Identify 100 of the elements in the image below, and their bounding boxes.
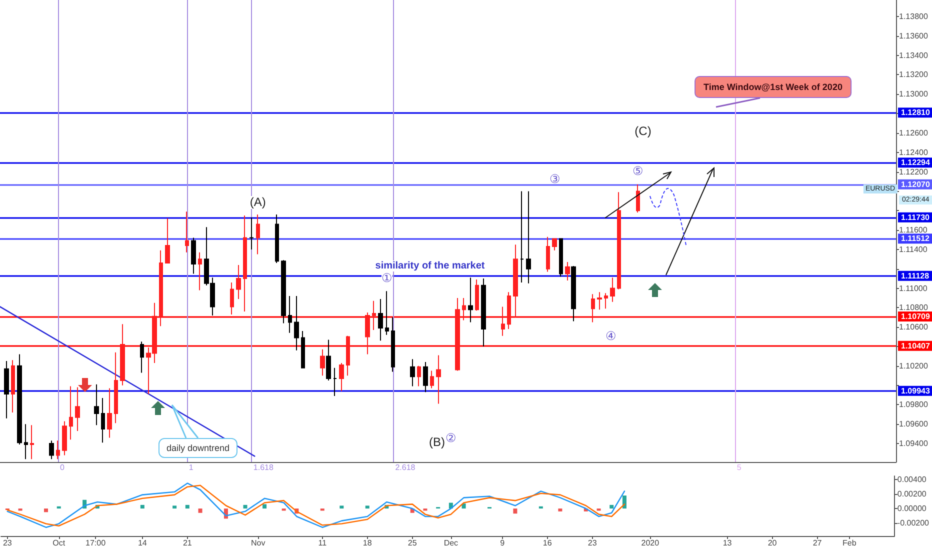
- ref-line-label: 1.11128: [901, 271, 930, 280]
- candlestick: [372, 300, 376, 330]
- x-tick-label: 2020: [641, 538, 660, 548]
- candlestick: [391, 316, 395, 372]
- candlestick: [114, 352, 118, 424]
- y-tick-label: 1.11000: [899, 284, 928, 293]
- x-tick-label: 9: [500, 538, 506, 548]
- candlestick: [430, 370, 434, 389]
- bar: [243, 504, 248, 509]
- annotation: ⑤: [632, 164, 644, 178]
- candlestick: [30, 424, 34, 460]
- bar: [198, 508, 202, 513]
- ref-line-label: 1.12070: [901, 180, 930, 189]
- candlestick: [62, 420, 67, 456]
- candlestick: [552, 238, 557, 251]
- ref-line-label: 1.12810: [901, 108, 930, 118]
- candlestick: [423, 362, 428, 393]
- ref-line-label: 1.10709: [901, 312, 930, 322]
- candlestick: [346, 335, 350, 376]
- x-tick-label: 23: [2, 538, 12, 548]
- bar: [56, 506, 61, 509]
- candlestick: [301, 330, 305, 368]
- ref-line-label: 1.618: [253, 463, 274, 473]
- candlestick: [94, 384, 99, 426]
- bar: [610, 504, 614, 509]
- ref-line-label: 1: [188, 463, 194, 473]
- x-tick-label: 13: [722, 538, 732, 548]
- candlestick: [159, 250, 163, 327]
- y-tick-label: 1.09800: [899, 400, 928, 410]
- candlestick: [565, 262, 570, 281]
- candlestick: [140, 341, 144, 374]
- ref-line-label: 1.11730: [901, 212, 930, 222]
- candlestick: [75, 386, 80, 432]
- candlestick: [230, 282, 234, 315]
- y-tick-label: 1.13600: [899, 31, 928, 40]
- candlestick: [455, 297, 460, 372]
- candlestick: [185, 211, 189, 253]
- candlestick: [320, 348, 325, 376]
- candlestick: [571, 265, 576, 322]
- annotation: (A): [250, 194, 266, 208]
- annotation: ④: [606, 329, 616, 343]
- y-tick-label: -0.00200: [897, 518, 930, 528]
- ref-line-label: 2.618: [395, 463, 416, 473]
- candlestick: [378, 298, 383, 342]
- candlestick: [462, 297, 466, 321]
- candlestick: [107, 388, 112, 438]
- candlestick: [339, 362, 344, 392]
- ref-line-label: 1.11512: [901, 234, 930, 244]
- ref-line-label: 1.09943: [901, 386, 930, 396]
- y-tick-label: 0.00200: [897, 490, 927, 499]
- x-tick-label: Dec: [444, 538, 458, 548]
- bar: [538, 506, 543, 509]
- candlestick: [526, 190, 531, 284]
- x-tick-label: 20: [768, 538, 778, 548]
- x-tick-label: 16: [542, 538, 552, 548]
- ref-line-label: 0: [60, 463, 64, 473]
- y-tick-label: 1.11600: [899, 226, 928, 235]
- candlestick: [417, 365, 421, 387]
- x-tick-label: 17:00: [86, 538, 106, 548]
- y-tick-label: 1.10200: [899, 361, 928, 370]
- ref-line-label: 5: [736, 463, 742, 473]
- x-tick-label: 21: [182, 538, 192, 548]
- annotation: ②: [446, 431, 456, 445]
- y-tick-label: 1.12400: [899, 148, 928, 157]
- candlestick: [256, 214, 260, 255]
- y-tick-label: 1.13200: [899, 70, 928, 80]
- y-tick-label: 1.13000: [899, 90, 928, 99]
- y-tick-label: 0.00000: [897, 504, 927, 514]
- ref-line-label: 1.12294: [901, 158, 930, 168]
- candlestick: [4, 360, 9, 419]
- bar: [262, 504, 267, 509]
- y-tick-label: 1.10600: [899, 322, 928, 332]
- candlestick: [294, 296, 299, 351]
- candlestick: [546, 236, 550, 272]
- y-tick-label: 1.12600: [899, 128, 928, 138]
- candlestick: [520, 190, 524, 283]
- candlestick: [288, 296, 292, 334]
- annotation: ③: [550, 172, 560, 186]
- candlestick: [436, 354, 441, 404]
- candlestick: [597, 292, 602, 310]
- y-tick-label: 1.09400: [899, 439, 928, 448]
- annotation: Time Window@1st Week of 2020: [694, 76, 852, 98]
- y-tick-label: 1.12200: [899, 167, 928, 176]
- candlestick: [475, 279, 479, 312]
- y-tick-label: 0.00400: [897, 475, 927, 484]
- candlestick: [11, 360, 15, 413]
- candlestick: [249, 216, 254, 250]
- bar: [513, 508, 518, 514]
- candlestick: [507, 292, 511, 330]
- bar: [365, 506, 370, 509]
- candlestick: [326, 339, 331, 381]
- candlestick: [69, 386, 73, 440]
- candlestick: [243, 214, 247, 312]
- candlestick: [275, 214, 279, 264]
- candlestick: [617, 192, 621, 290]
- candlestick: [501, 306, 505, 336]
- candlestick: [410, 358, 415, 387]
- bar: [44, 508, 48, 512]
- x-tick-label: 11: [318, 538, 328, 548]
- candlestick: [559, 238, 563, 278]
